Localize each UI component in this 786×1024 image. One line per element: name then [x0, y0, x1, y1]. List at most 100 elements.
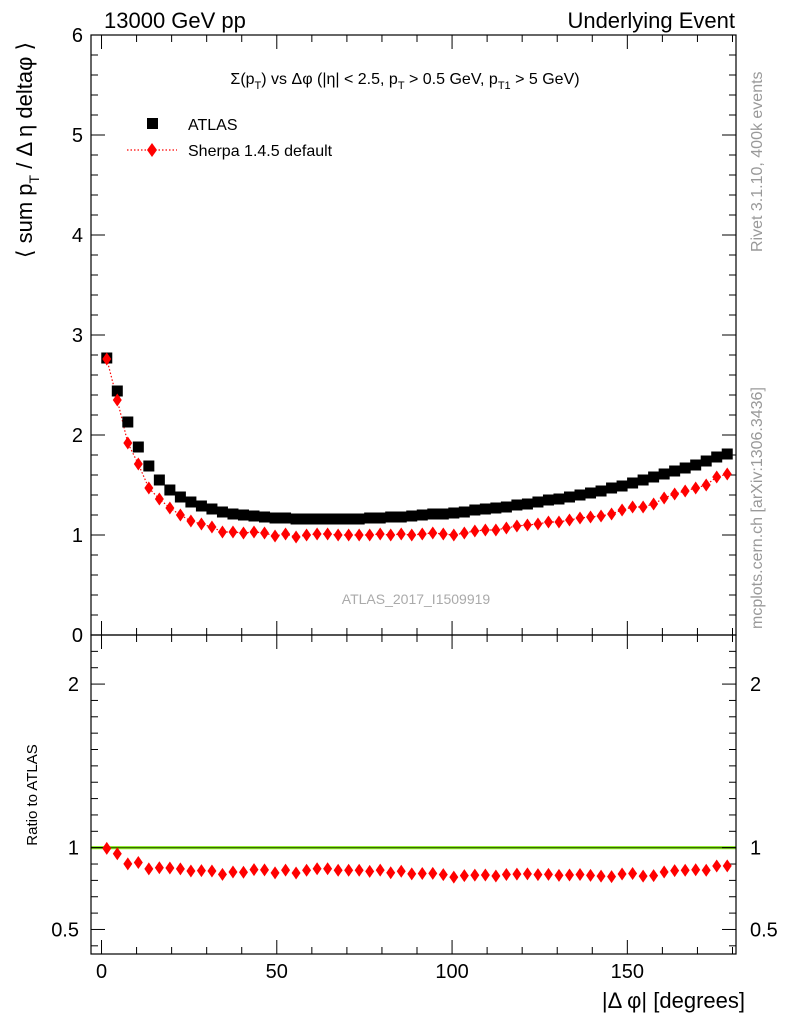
sherpa-point: [175, 508, 185, 522]
atlas-point: [206, 503, 218, 515]
rivet-side-label: Rivet 3.1.10, 400k events: [749, 71, 766, 252]
atlas-point: [616, 480, 628, 492]
sherpa-point: [680, 484, 690, 498]
atlas-point: [542, 494, 554, 506]
sherpa-point: [638, 500, 648, 514]
legend-marker-atlas: [147, 118, 158, 129]
main-ylabel-sub: T: [26, 174, 42, 183]
main-ylabel-part-2: / Δ η deltaφ ⟩: [12, 42, 37, 175]
ratio-point: [649, 869, 659, 883]
ratio-point: [165, 861, 175, 875]
atlas-point: [637, 474, 649, 486]
ratio-point: [596, 869, 606, 883]
ratio-point: [470, 868, 480, 882]
atlas-point: [511, 499, 523, 511]
sherpa-point: [522, 518, 532, 532]
atlas-point: [111, 385, 123, 397]
main-title-sub-2: T: [398, 80, 405, 92]
legend-label-atlas: ATLAS: [188, 117, 238, 134]
atlas-point: [437, 508, 449, 520]
atlas-point: [658, 468, 670, 480]
sherpa-point: [617, 503, 627, 517]
sherpa-point: [501, 521, 511, 535]
main-axis-ticks: 0 1 2 3 4 5 6: [72, 25, 736, 647]
atlas-point: [458, 506, 470, 518]
main-ylabel-part-1: ⟨ sum p: [12, 183, 37, 258]
sherpa-point: [533, 517, 543, 531]
main-ytick-label: 4: [72, 225, 83, 247]
sherpa-point: [312, 527, 322, 541]
sherpa-point: [302, 528, 312, 542]
ratio-point: [428, 866, 438, 880]
atlas-point: [500, 501, 512, 513]
atlas-point: [700, 455, 712, 467]
atlas-point: [627, 477, 639, 489]
ratio-point: [396, 864, 406, 878]
ratio-point: [354, 863, 364, 877]
x-axis: 0 50 100 150: [96, 35, 733, 983]
ratio-point: [144, 862, 154, 876]
ratio-ytick-label: 2: [68, 674, 79, 696]
sherpa-point: [207, 520, 217, 534]
ratio-point: [617, 867, 627, 881]
sherpa-point: [186, 514, 196, 528]
ratio-point: [207, 864, 217, 878]
sherpa-point: [543, 515, 553, 529]
ratio-point: [480, 868, 490, 882]
sherpa-point: [459, 526, 469, 540]
sherpa-point: [586, 510, 596, 524]
ratio-point: [501, 867, 511, 881]
ratio-series: [102, 841, 732, 884]
ratio-point: [281, 863, 291, 877]
atlas-point: [322, 513, 334, 525]
sherpa-point: [323, 527, 333, 541]
sherpa-point: [512, 519, 522, 533]
atlas-point: [216, 506, 228, 518]
sherpa-point: [291, 530, 301, 544]
atlas-point: [490, 502, 502, 514]
atlas-point: [532, 496, 544, 508]
atlas-point: [563, 491, 575, 503]
sherpa-point: [260, 526, 270, 540]
ratio-point: [154, 861, 164, 875]
atlas-point: [395, 511, 407, 523]
ratio-point: [691, 863, 701, 877]
sherpa-point: [281, 527, 291, 541]
ratio-ytick-label: 0.5: [51, 919, 79, 941]
atlas-point: [469, 504, 481, 516]
main-ylabel: ⟨ sum pT / Δ η deltaφ ⟩: [12, 42, 42, 258]
sherpa-point: [722, 467, 732, 481]
ratio-point: [386, 866, 396, 880]
x-tick-label: 150: [611, 961, 644, 983]
sherpa-point: [449, 528, 459, 542]
x-tick-label: 100: [435, 961, 468, 983]
sherpa-point: [386, 528, 396, 542]
ratio-point: [112, 847, 122, 861]
sherpa-point: [354, 528, 364, 542]
atlas-point: [669, 465, 681, 477]
sherpa-point: [375, 527, 385, 541]
sherpa-point: [133, 457, 143, 471]
sherpa-point: [428, 526, 438, 540]
sherpa-point: [417, 527, 427, 541]
main-title-sub-1: T: [255, 80, 262, 92]
atlas-point: [679, 462, 691, 474]
sherpa-point: [701, 478, 711, 492]
ratio-point: [365, 864, 375, 878]
sherpa-point: [712, 470, 722, 484]
atlas-point: [237, 509, 249, 521]
header-left: 13000 GeV pp: [104, 8, 246, 33]
ratio-point: [712, 859, 722, 873]
sherpa-point: [217, 525, 227, 539]
main-title: Σ(pT) vs Δφ (|η| < 2.5, pT > 0.5 GeV, pT…: [230, 71, 579, 92]
atlas-point: [448, 507, 460, 519]
ratio-point: [554, 868, 564, 882]
ratio-point: [512, 867, 522, 881]
ratio-point: [522, 867, 532, 881]
ratio-point: [102, 841, 112, 855]
sherpa-point: [344, 528, 354, 542]
atlas-point: [280, 512, 292, 524]
main-series: [101, 352, 733, 544]
